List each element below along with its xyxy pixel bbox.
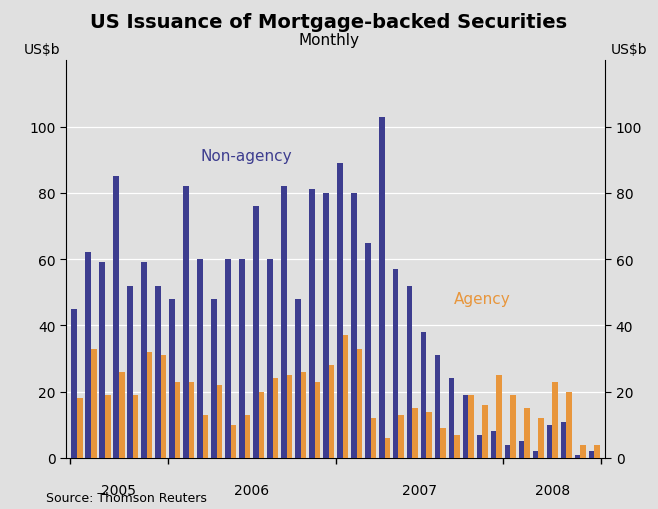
Bar [295, 299, 301, 458]
Text: US$b: US$b [24, 43, 61, 57]
Bar [105, 395, 111, 458]
Bar [99, 263, 105, 458]
Bar [594, 445, 600, 458]
Bar [468, 395, 474, 458]
Bar [533, 451, 538, 458]
Bar [574, 455, 580, 458]
Bar [211, 299, 216, 458]
Bar [399, 415, 404, 458]
Bar [216, 385, 222, 458]
Bar [337, 163, 343, 458]
Text: 2006: 2006 [234, 483, 269, 497]
Bar [351, 193, 357, 458]
Bar [281, 187, 287, 458]
Bar [463, 395, 468, 458]
Bar [315, 382, 320, 458]
Text: US$b: US$b [611, 43, 647, 57]
Text: Monthly: Monthly [299, 33, 359, 48]
Bar [175, 382, 180, 458]
Bar [505, 445, 511, 458]
Bar [77, 399, 82, 458]
Bar [496, 376, 502, 458]
Bar [272, 379, 278, 458]
Bar [301, 372, 306, 458]
Bar [455, 435, 460, 458]
Bar [343, 336, 348, 458]
Bar [379, 117, 384, 458]
Bar [370, 418, 376, 458]
Bar [524, 408, 530, 458]
Text: Agency: Agency [454, 292, 511, 307]
Bar [511, 395, 516, 458]
Bar [231, 425, 236, 458]
Bar [421, 332, 426, 458]
Bar [393, 269, 399, 458]
Bar [133, 395, 138, 458]
Bar [491, 432, 496, 458]
Bar [547, 425, 552, 458]
Bar [384, 438, 390, 458]
Bar [183, 187, 189, 458]
Bar [561, 421, 567, 458]
Bar [253, 207, 259, 458]
Text: US Issuance of Mortgage-backed Securities: US Issuance of Mortgage-backed Securitie… [90, 13, 568, 32]
Bar [197, 260, 203, 458]
Bar [267, 260, 272, 458]
Bar [552, 382, 558, 458]
Bar [189, 382, 194, 458]
Bar [155, 286, 161, 458]
Text: 2007: 2007 [402, 483, 437, 497]
Bar [477, 435, 482, 458]
Bar [357, 349, 362, 458]
Bar [413, 408, 418, 458]
Bar [225, 260, 231, 458]
Bar [449, 379, 455, 458]
Text: Source: Thomson Reuters: Source: Thomson Reuters [46, 491, 207, 504]
Bar [113, 177, 119, 458]
Bar [323, 193, 328, 458]
Bar [287, 376, 292, 458]
Bar [580, 445, 586, 458]
Bar [161, 355, 166, 458]
Bar [86, 253, 91, 458]
Bar [91, 349, 97, 458]
Text: 2008: 2008 [535, 483, 570, 497]
Bar [141, 263, 147, 458]
Bar [589, 451, 594, 458]
Bar [407, 286, 413, 458]
Bar [119, 372, 124, 458]
Bar [567, 392, 572, 458]
Bar [426, 412, 432, 458]
Bar [328, 365, 334, 458]
Bar [365, 243, 370, 458]
Bar [169, 299, 175, 458]
Bar [440, 429, 446, 458]
Bar [239, 260, 245, 458]
Bar [259, 392, 265, 458]
Bar [203, 415, 209, 458]
Bar [309, 190, 315, 458]
Bar [519, 441, 524, 458]
Bar [147, 352, 153, 458]
Bar [482, 405, 488, 458]
Bar [538, 418, 544, 458]
Bar [127, 286, 133, 458]
Bar [435, 355, 440, 458]
Bar [71, 309, 77, 458]
Text: 2005: 2005 [101, 483, 136, 497]
Text: Non-agency: Non-agency [201, 149, 292, 164]
Bar [245, 415, 250, 458]
